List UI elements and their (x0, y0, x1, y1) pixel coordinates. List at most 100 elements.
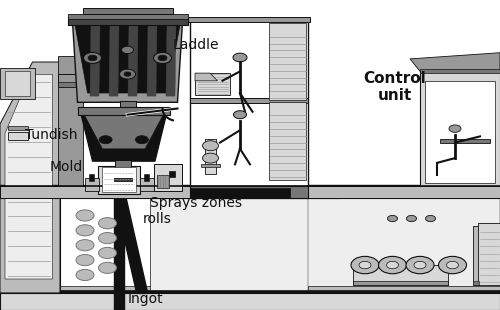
Bar (0, 185, 500, 188)
Bar (68, 14, 188, 19)
Bar (120, 101, 136, 118)
Circle shape (202, 141, 218, 151)
Circle shape (158, 55, 167, 61)
Polygon shape (75, 25, 180, 93)
Circle shape (76, 255, 94, 266)
Circle shape (136, 136, 148, 144)
Polygon shape (410, 53, 500, 71)
Bar (352, 281, 448, 285)
Circle shape (154, 52, 172, 64)
Bar (60, 197, 325, 290)
Bar (68, 17, 188, 25)
Bar (8, 126, 28, 130)
Bar (0, 293, 500, 310)
Circle shape (234, 111, 246, 119)
Circle shape (202, 153, 218, 163)
Circle shape (406, 256, 434, 274)
Circle shape (76, 269, 94, 281)
Bar (308, 286, 500, 290)
Polygon shape (195, 73, 218, 81)
Bar (0, 186, 500, 198)
Circle shape (386, 261, 398, 269)
Text: Ingot: Ingot (128, 292, 163, 306)
Bar (420, 69, 500, 73)
Polygon shape (109, 23, 119, 96)
Bar (150, 186, 340, 198)
Bar (472, 281, 478, 285)
Polygon shape (84, 113, 164, 149)
Bar (420, 71, 500, 195)
Text: Laddle: Laddle (172, 38, 219, 52)
Circle shape (122, 46, 134, 54)
Bar (190, 99, 308, 103)
Bar (195, 73, 230, 95)
Bar (156, 175, 169, 188)
Circle shape (406, 215, 416, 222)
Circle shape (378, 256, 406, 274)
Bar (425, 81, 495, 183)
Polygon shape (5, 74, 52, 279)
Bar (144, 174, 149, 181)
Circle shape (124, 72, 131, 76)
Bar (201, 164, 220, 167)
Bar (190, 20, 308, 186)
Circle shape (414, 261, 426, 269)
Bar (122, 102, 134, 110)
Bar (169, 171, 175, 177)
Bar (8, 132, 28, 140)
Bar (85, 178, 98, 191)
Bar (308, 198, 500, 290)
Bar (82, 8, 172, 14)
Bar (154, 164, 182, 191)
Circle shape (98, 218, 116, 229)
Circle shape (76, 225, 94, 236)
Polygon shape (80, 110, 168, 161)
Bar (0, 186, 190, 198)
Bar (268, 24, 306, 100)
Polygon shape (72, 22, 182, 102)
Circle shape (84, 52, 102, 64)
Bar (308, 198, 500, 290)
Circle shape (120, 69, 136, 79)
Circle shape (98, 262, 116, 273)
Circle shape (446, 261, 458, 269)
Bar (190, 186, 308, 198)
Circle shape (351, 256, 379, 274)
Bar (0, 290, 500, 293)
Bar (102, 167, 136, 192)
Circle shape (88, 55, 97, 61)
Bar (58, 56, 82, 198)
Bar (115, 160, 131, 180)
Bar (268, 102, 306, 180)
Polygon shape (90, 23, 100, 96)
Bar (308, 186, 500, 198)
Text: Mold: Mold (50, 160, 83, 175)
Bar (88, 174, 94, 181)
Circle shape (359, 261, 371, 269)
Bar (472, 226, 478, 285)
Circle shape (449, 125, 461, 132)
Text: Tundish: Tundish (25, 128, 78, 142)
Bar (55, 192, 85, 198)
Bar (140, 178, 153, 191)
Bar (188, 17, 310, 22)
Circle shape (233, 53, 247, 62)
Bar (114, 178, 132, 181)
Bar (5, 71, 30, 96)
Circle shape (388, 215, 398, 222)
Circle shape (438, 256, 466, 274)
Circle shape (98, 232, 116, 244)
Bar (205, 140, 216, 174)
Circle shape (99, 136, 112, 144)
Bar (118, 160, 130, 166)
Text: Control
unit: Control unit (364, 71, 426, 103)
Bar (150, 197, 325, 290)
Bar (58, 74, 148, 87)
Polygon shape (0, 62, 60, 293)
Bar (150, 186, 340, 198)
Bar (98, 166, 140, 194)
Circle shape (98, 247, 116, 259)
Bar (60, 286, 325, 290)
Polygon shape (147, 23, 157, 96)
Bar (0, 68, 35, 99)
